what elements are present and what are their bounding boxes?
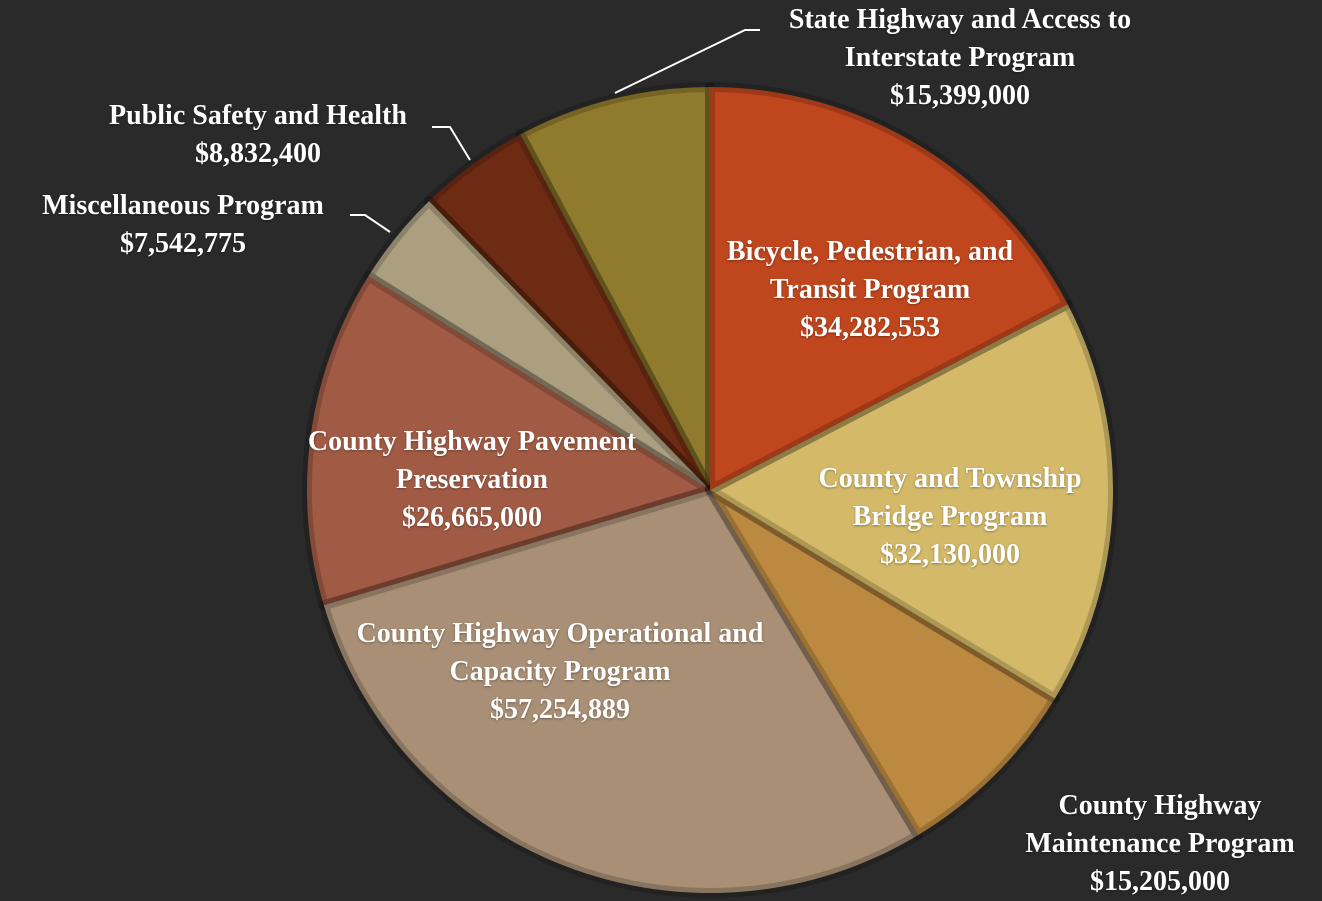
category-name: County and Township Bridge Program [818,463,1082,532]
slice-label: County Highway Pavement Preservation $26,… [302,423,642,537]
value-label: $26,665,000 [402,502,542,533]
value-label: $15,399,000 [890,80,1030,111]
pie-slice [705,82,1073,495]
category-name: County Highway Maintenance Program [1025,790,1295,859]
slice-label: Public Safety and Health $8,832,400 [78,97,438,173]
slice-label: Bicycle, Pedestrian, and Transit Program… [710,233,1030,347]
value-label: $32,130,000 [880,539,1020,570]
pie-slice [423,129,715,495]
value-label: $7,542,775 [120,228,246,259]
category-name: County Highway Pavement Preservation [307,426,637,495]
category-name: Miscellaneous Program [42,190,324,221]
value-label: $15,205,000 [1090,866,1230,897]
category-name: County Highway Operational and Capacity … [356,618,764,687]
slice-label: State Highway and Access to Interstate P… [750,1,1170,115]
pie-slice [363,196,715,495]
slice-label: County Highway Operational and Capacity … [335,615,785,729]
category-name: State Highway and Access to Interstate P… [788,4,1132,73]
leader-line [350,214,391,233]
slice-label: Miscellaneous Program $7,542,775 [8,187,358,263]
slice-label: County Highway Maintenance Program $15,20… [995,787,1322,901]
pie-slice [318,485,924,898]
pie-slice [705,485,1060,841]
category-name: Bicycle, Pedestrian, and Transit Program [726,236,1014,305]
value-label: $57,254,889 [490,694,630,725]
value-label: $34,282,553 [800,312,940,343]
category-name: Public Safety and Health [109,100,407,131]
pie-slice [515,82,715,495]
leader-line [432,126,471,161]
leader-line [614,29,760,94]
value-label: $8,832,400 [195,138,321,169]
slice-label: County and Township Bridge Program $32,13… [785,460,1115,574]
pie-slice [705,299,1118,704]
pie-slice [302,271,715,611]
